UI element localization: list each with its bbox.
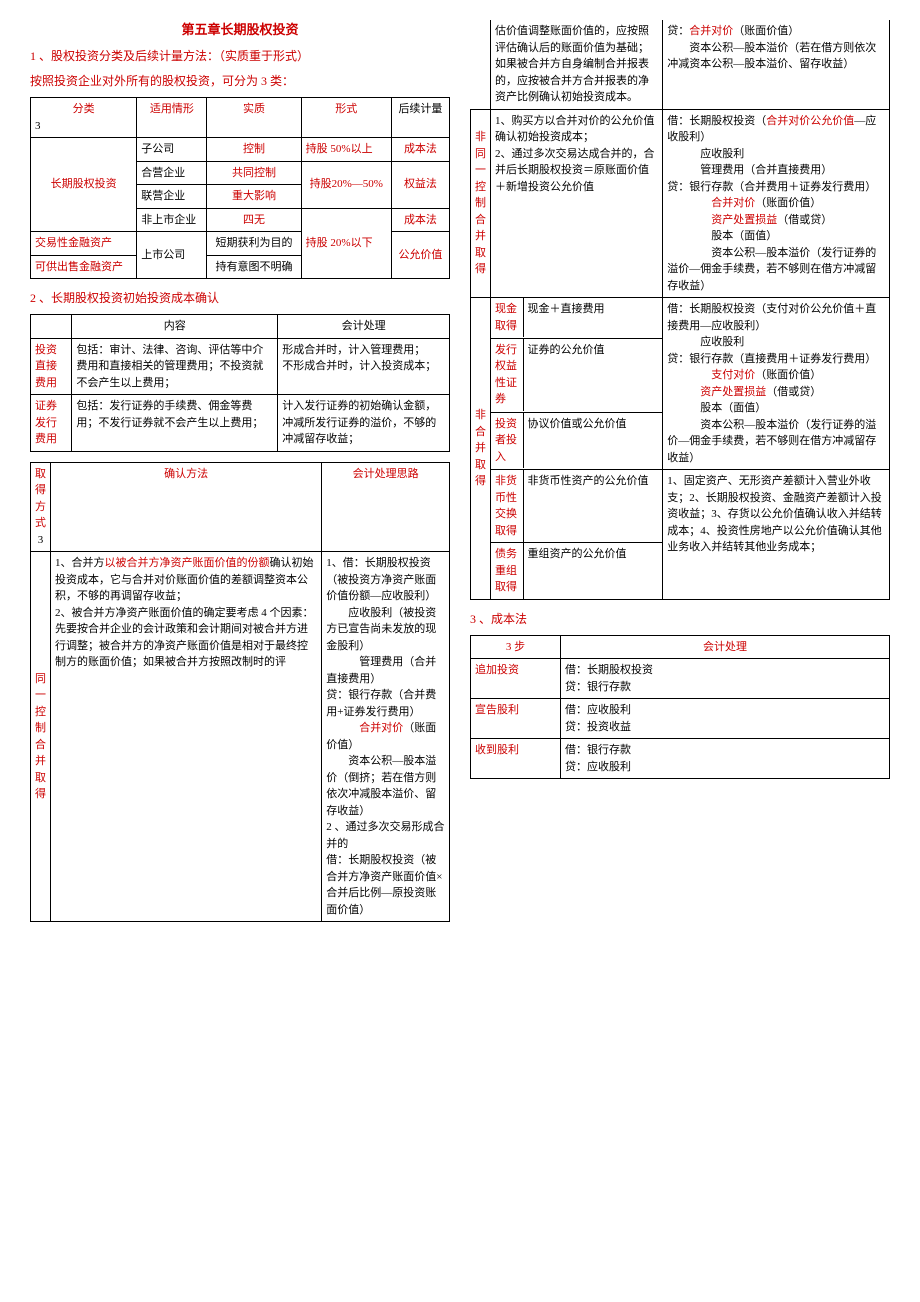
cell-diffctrl-label: 非同一控制合并取得 (471, 109, 491, 298)
cell-issuefee: 证券发行费用 (31, 395, 72, 452)
section-2-heading: 2 、长期股权投资初始投资成本确认 (30, 289, 450, 308)
cell-cost2: 成本法 (391, 208, 449, 232)
table-acq-right: 估价值调整账面价值的，应按照评估确认后的账面价值为基础；如果被合并方自身编制合并… (470, 20, 890, 600)
th-acct3: 会计处理 (703, 641, 747, 653)
th-form: 形式 (335, 103, 357, 115)
cell-50: 持股 50%以上 (301, 138, 391, 162)
th-confirm: 确认方法 (164, 468, 208, 480)
chapter-title: 第五章长期股权投资 (30, 20, 450, 41)
cell-nonmon-l: 非货币性交换取得 (491, 470, 523, 542)
th-measure: 后续计量 (398, 103, 442, 115)
cell-cash-l: 现金取得 (491, 298, 523, 337)
th-step: 3 步 (506, 641, 525, 653)
cell-sub: 子公司 (137, 138, 207, 162)
cell-nonmerge-note: 1、固定资产、无形资产差额计入营业外收支；2、长期股权投资、金融资产差额计入投资… (663, 470, 890, 600)
cell-receive: 收到股利 (471, 739, 561, 779)
cell-listed: 上市公司 (137, 232, 207, 279)
cell-add-acct: 借：长期股权投资贷：银行存款 (561, 659, 890, 699)
cell-cost: 成本法 (391, 138, 449, 162)
cell-nonmon-c: 非货币性资产的公允价值 (523, 470, 662, 542)
cell-samectrl-acct-r: 贷：合并对价（账面价值） 资本公积—股本溢价（若在借方则依次冲减资本公积—股本溢… (663, 20, 890, 109)
th-blank (31, 315, 72, 339)
cell-nonmerge-label: 非合并取得 (471, 298, 491, 600)
cell-cat1: 长期股权投资 (51, 178, 117, 190)
cell-2050: 持股20%—50% (301, 161, 391, 208)
cell-add: 追加投资 (471, 659, 561, 699)
cell-directfee-c: 包括：审计、法律、咨询、评估等中介费用和直接相关的管理费用；不投资就不会产生以上… (72, 338, 278, 395)
cell-equity-l: 发行权益性证券 (491, 339, 523, 411)
cell-assoc: 联营企业 (137, 185, 207, 209)
cell-diffctrl-confirm: 1、购买方以合并对价的公允价值确认初始投资成本； 2、通过多次交易达成合并的，合… (491, 109, 663, 298)
cell-declare: 宣告股利 (471, 699, 561, 739)
cell-debt-c: 重组资产的公允价值 (523, 543, 662, 599)
cell-none: 四无 (207, 208, 301, 232)
th-cond: 适用情形 (150, 103, 194, 115)
cell-jv: 合营企业 (137, 161, 207, 185)
cell-equity-c: 证券的公允价值 (523, 339, 662, 411)
cell-samectrl-ext: 估价值调整账面价值的，应按照评估确认后的账面价值为基础；如果被合并方自身编制合并… (491, 20, 663, 109)
table-classification: 分类 3 适用情形 实质 形式 后续计量 长期股权投资 子公司 控制 持股 50%… (30, 97, 450, 279)
cell-fair: 公允价值 (391, 232, 449, 279)
cell-issuefee-a: 计入发行证券的初始确认金额，冲减所发行证券的溢价，不够的冲减留存收益； (278, 395, 450, 452)
th-cat: 分类 (73, 103, 95, 115)
th-acctidea: 会计处理思路 (353, 468, 419, 480)
cell-samectrl-label: 同一控制合并取得 (31, 552, 51, 922)
cell-samectrl-acct: 1、借：长期股权投资（被投资方净资产账面价值份额—应收股利） 应收股利（被投资方… (322, 552, 450, 922)
th-acct: 会计处理 (278, 315, 450, 339)
cell-directfee-a: 形成合并时，计入管理费用； 不形成合并时，计入投资成本； (278, 338, 450, 395)
cell-joint: 共同控制 (207, 161, 301, 185)
cell-cash-c: 现金＋直接费用 (523, 298, 662, 337)
cell-short: 短期获利为目的 (207, 232, 301, 256)
cell-nonmerge-acct: 借：长期股权投资（支付对价公允价值＋直接费用—应收股利） 应收股利 贷：银行存款… (663, 298, 890, 470)
cell-directfee: 投资直接费用 (31, 338, 72, 395)
th-cat-suf: 3 (35, 118, 41, 135)
cell-issuefee-c: 包括：发行证券的手续费、佣金等费用；不发行证券就不会产生以上费用； (72, 395, 278, 452)
cell-afs: 可供出售金融资产 (31, 255, 137, 279)
cell-trading: 交易性金融资产 (31, 232, 137, 256)
table-costmethod: 3 步 会计处理 追加投资 借：长期股权投资贷：银行存款 宣告股利 借：应收股利… (470, 635, 890, 780)
cell-invest-l: 投资者投入 (491, 413, 523, 469)
cell-debt-l: 债务重组取得 (491, 543, 523, 599)
section-3-heading: 3 、成本法 (470, 610, 890, 629)
cell-invest-c: 协议价值或公允价值 (523, 413, 662, 469)
th-acqm: 取得方式 (35, 468, 46, 530)
cell-diffctrl-acct: 借：长期股权投资（合并对价公允价值—应收股利） 应收股利 管理费用（合并直接费用… (663, 109, 890, 298)
cell-declare-acct: 借：应收股利贷：投资收益 (561, 699, 890, 739)
table-initcost: 内容 会计处理 投资直接费用 包括：审计、法律、咨询、评估等中介费用和直接相关的… (30, 314, 450, 452)
cell-receive-acct: 借：银行存款贷：应收股利 (561, 739, 890, 779)
cell-samectrl-confirm: 1、合并方以被合并方净资产账面价值的份额确认初始投资成本，它与合并对价账面价值的… (51, 552, 322, 922)
cell-unclear: 持有意图不明确 (207, 255, 301, 279)
th-content: 内容 (72, 315, 278, 339)
section-1-sub: 按照投资企业对外所有的股权投资，可分为 3 类： (30, 72, 450, 91)
cell-ctrl: 控制 (207, 138, 301, 162)
cell-sig: 重大影响 (207, 185, 301, 209)
table-acq-left: 取得方式 3 确认方法 会计处理思路 同一控制合并取得 1、合并方以被合并方净资产… (30, 462, 450, 923)
th-nature: 实质 (243, 103, 265, 115)
cell-nonpub: 非上市企业 (137, 208, 207, 232)
th-acqm-suf: 3 (38, 534, 44, 546)
cell-equity: 权益法 (391, 161, 449, 208)
cell-20below: 持股 20%以下 (301, 208, 391, 279)
section-1-heading: 1 、股权投资分类及后续计量方法：（实质重于形式） (30, 47, 450, 66)
